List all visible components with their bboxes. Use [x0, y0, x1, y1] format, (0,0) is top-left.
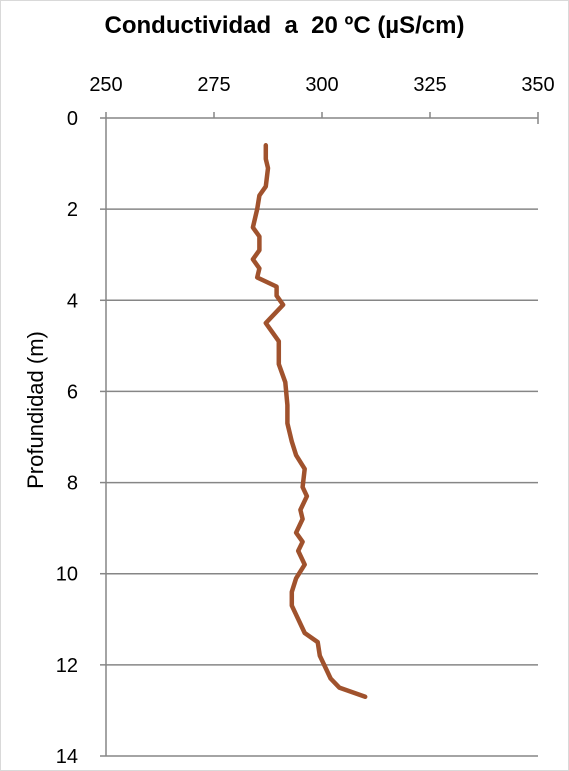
y-tick-label: 12	[56, 655, 78, 677]
chart-title: Conductividad a 20 ºC (µS/cm)	[104, 12, 465, 39]
y-tick-label: 6	[67, 381, 78, 403]
y-tick-label: 2	[67, 199, 78, 221]
y-tick-label: 0	[67, 108, 78, 130]
axes	[100, 112, 539, 757]
x-tick-label: 275	[197, 74, 230, 96]
x-tick-label: 325	[413, 74, 446, 96]
x-tick-label: 300	[305, 74, 338, 96]
series-layer	[250, 143, 368, 700]
y-tick-label: 14	[56, 746, 78, 768]
x-tick-label: 250	[89, 74, 122, 96]
y-tick-label: 10	[56, 564, 78, 586]
series-line-0	[250, 143, 368, 700]
y-tick-label: 8	[67, 473, 78, 495]
y-tick-label: 4	[67, 290, 78, 312]
x-tick-label: 350	[521, 74, 554, 96]
gridlines	[106, 208, 538, 666]
tick-labels: 0 2 4 6 8 10 12 14 250 275 300 325 350	[56, 74, 555, 768]
